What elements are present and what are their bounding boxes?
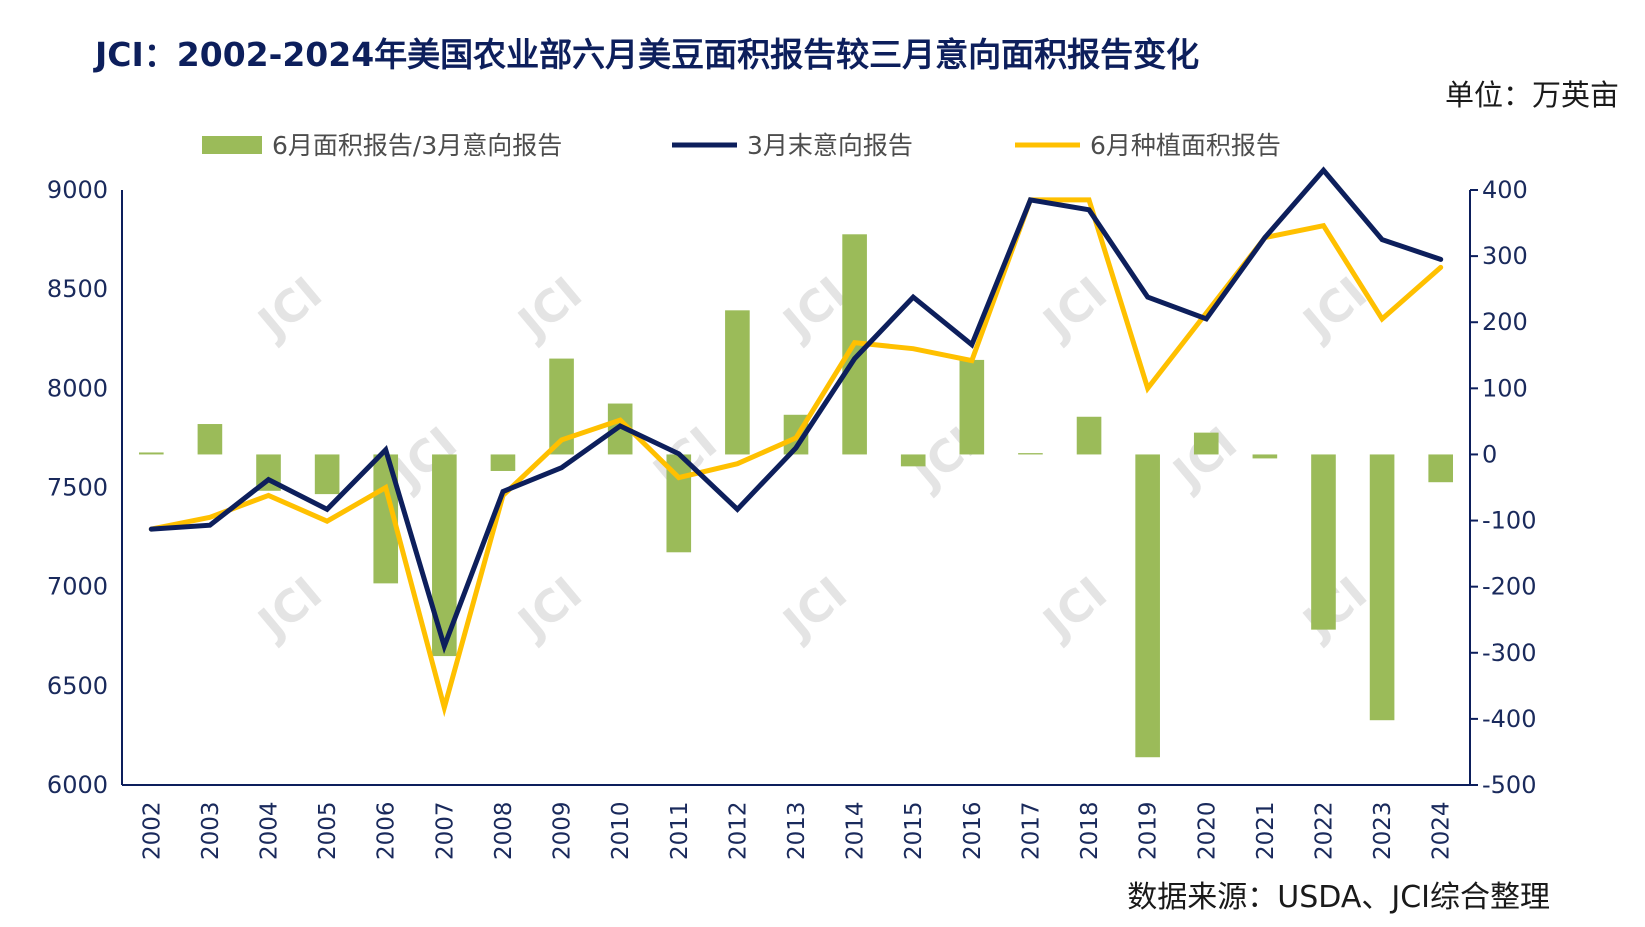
x-tick-label: 2005 (315, 801, 341, 860)
watermark-text: JCI (772, 568, 857, 651)
watermark-text: JCI (247, 268, 332, 351)
bar (1018, 453, 1043, 455)
bar (1369, 454, 1395, 721)
legend-label-june: 6月种植面积报告 (1090, 131, 1281, 160)
watermark-text: JCI (247, 568, 332, 651)
line-march-intent (148, 166, 1444, 654)
bar (1193, 432, 1219, 455)
watermark-text: JCI (507, 568, 592, 651)
x-tick-label: 2010 (608, 801, 634, 860)
watermark-text: JCI (1032, 568, 1117, 651)
x-tick-label: 2011 (667, 801, 693, 860)
bar (314, 454, 340, 495)
x-tick-label: 2022 (1311, 801, 1337, 860)
watermark-text: JCI (1292, 268, 1377, 351)
x-tick-label: 2015 (901, 801, 927, 860)
left-tick-label: 8500 (47, 275, 108, 303)
left-tick-label: 9000 (47, 176, 108, 204)
right-tick-label: -100 (1482, 507, 1536, 535)
right-tick-label: 200 (1482, 308, 1528, 336)
x-tick-label: 2007 (432, 801, 458, 860)
line-series (148, 166, 1444, 718)
watermark-text: JCI (1162, 418, 1247, 501)
right-tick-label: 100 (1482, 374, 1528, 402)
bar (1135, 454, 1160, 758)
x-tick-label: 2016 (960, 801, 986, 860)
x-tick-label: 2008 (491, 801, 517, 860)
right-tick-label: -200 (1482, 573, 1536, 601)
x-tick-label: 2020 (1194, 801, 1220, 860)
left-tick-label: 7000 (47, 573, 108, 601)
right-tick-label: -400 (1482, 705, 1536, 733)
legend-label-intent: 3月末意向报告 (747, 131, 913, 160)
source-note: 数据来源：USDA、JCI综合整理 (1127, 880, 1550, 915)
bar (1311, 454, 1336, 630)
unit-label: 单位：万英亩 (1444, 78, 1619, 112)
x-tick-label: 2012 (725, 801, 751, 860)
bar (1428, 454, 1454, 483)
bar (959, 359, 985, 455)
axes: 6000 6500 7000 7500 8000 8500 9000 -500 -400 -300… (47, 176, 1537, 860)
x-tick-label: 2004 (257, 801, 283, 860)
x-tick-label: 2002 (139, 801, 165, 860)
x-tick-label: 2017 (1018, 801, 1044, 860)
x-tick-label: 2021 (1253, 801, 1279, 860)
bar (1076, 416, 1102, 455)
legend: 6月面积报告/3月意向报告 3月末意向报告 6月种植面积报告 (202, 131, 1281, 160)
x-tick-label: 2009 (550, 801, 576, 860)
x-tick-label: 2023 (1370, 801, 1396, 860)
watermark-text: JCI (507, 268, 592, 351)
x-tick-label: 2014 (843, 801, 869, 860)
right-tick-label: -500 (1482, 771, 1536, 799)
left-tick-label: 6500 (47, 672, 108, 700)
x-tick-label: 2013 (784, 801, 810, 860)
x-tick-label: 2003 (198, 801, 224, 860)
bar (490, 454, 516, 471)
left-tick-label: 8000 (47, 374, 108, 402)
left-tick-label: 6000 (47, 771, 108, 799)
right-tick-label: -300 (1482, 639, 1536, 667)
right-tick-label: 400 (1482, 176, 1528, 204)
chart-title: JCI：2002-2024年美国农业部六月美豆面积报告较三月意向面积报告变化 (95, 35, 1200, 74)
bar (900, 454, 926, 467)
x-tick-label: 2024 (1429, 801, 1455, 860)
x-tick-label: 2018 (1077, 801, 1103, 860)
left-tick-label: 7500 (47, 474, 108, 502)
x-tick-label: 2006 (374, 801, 400, 860)
watermark-layer: JCIJCIJCIJCIJCIJCIJCIJCIJCIJCIJCIJCIJCIJ… (247, 268, 1377, 651)
right-tick-label: 0 (1482, 440, 1497, 468)
legend-label-bar: 6月面积报告/3月意向报告 (272, 131, 562, 160)
bar (725, 310, 750, 455)
x-tick-label: 2019 (1136, 801, 1162, 860)
legend-swatch-bar (202, 136, 262, 154)
right-tick-label: 300 (1482, 242, 1528, 270)
bar (197, 424, 223, 455)
watermark-text: JCI (1032, 268, 1117, 351)
bar (1252, 454, 1278, 459)
bar (138, 452, 164, 455)
